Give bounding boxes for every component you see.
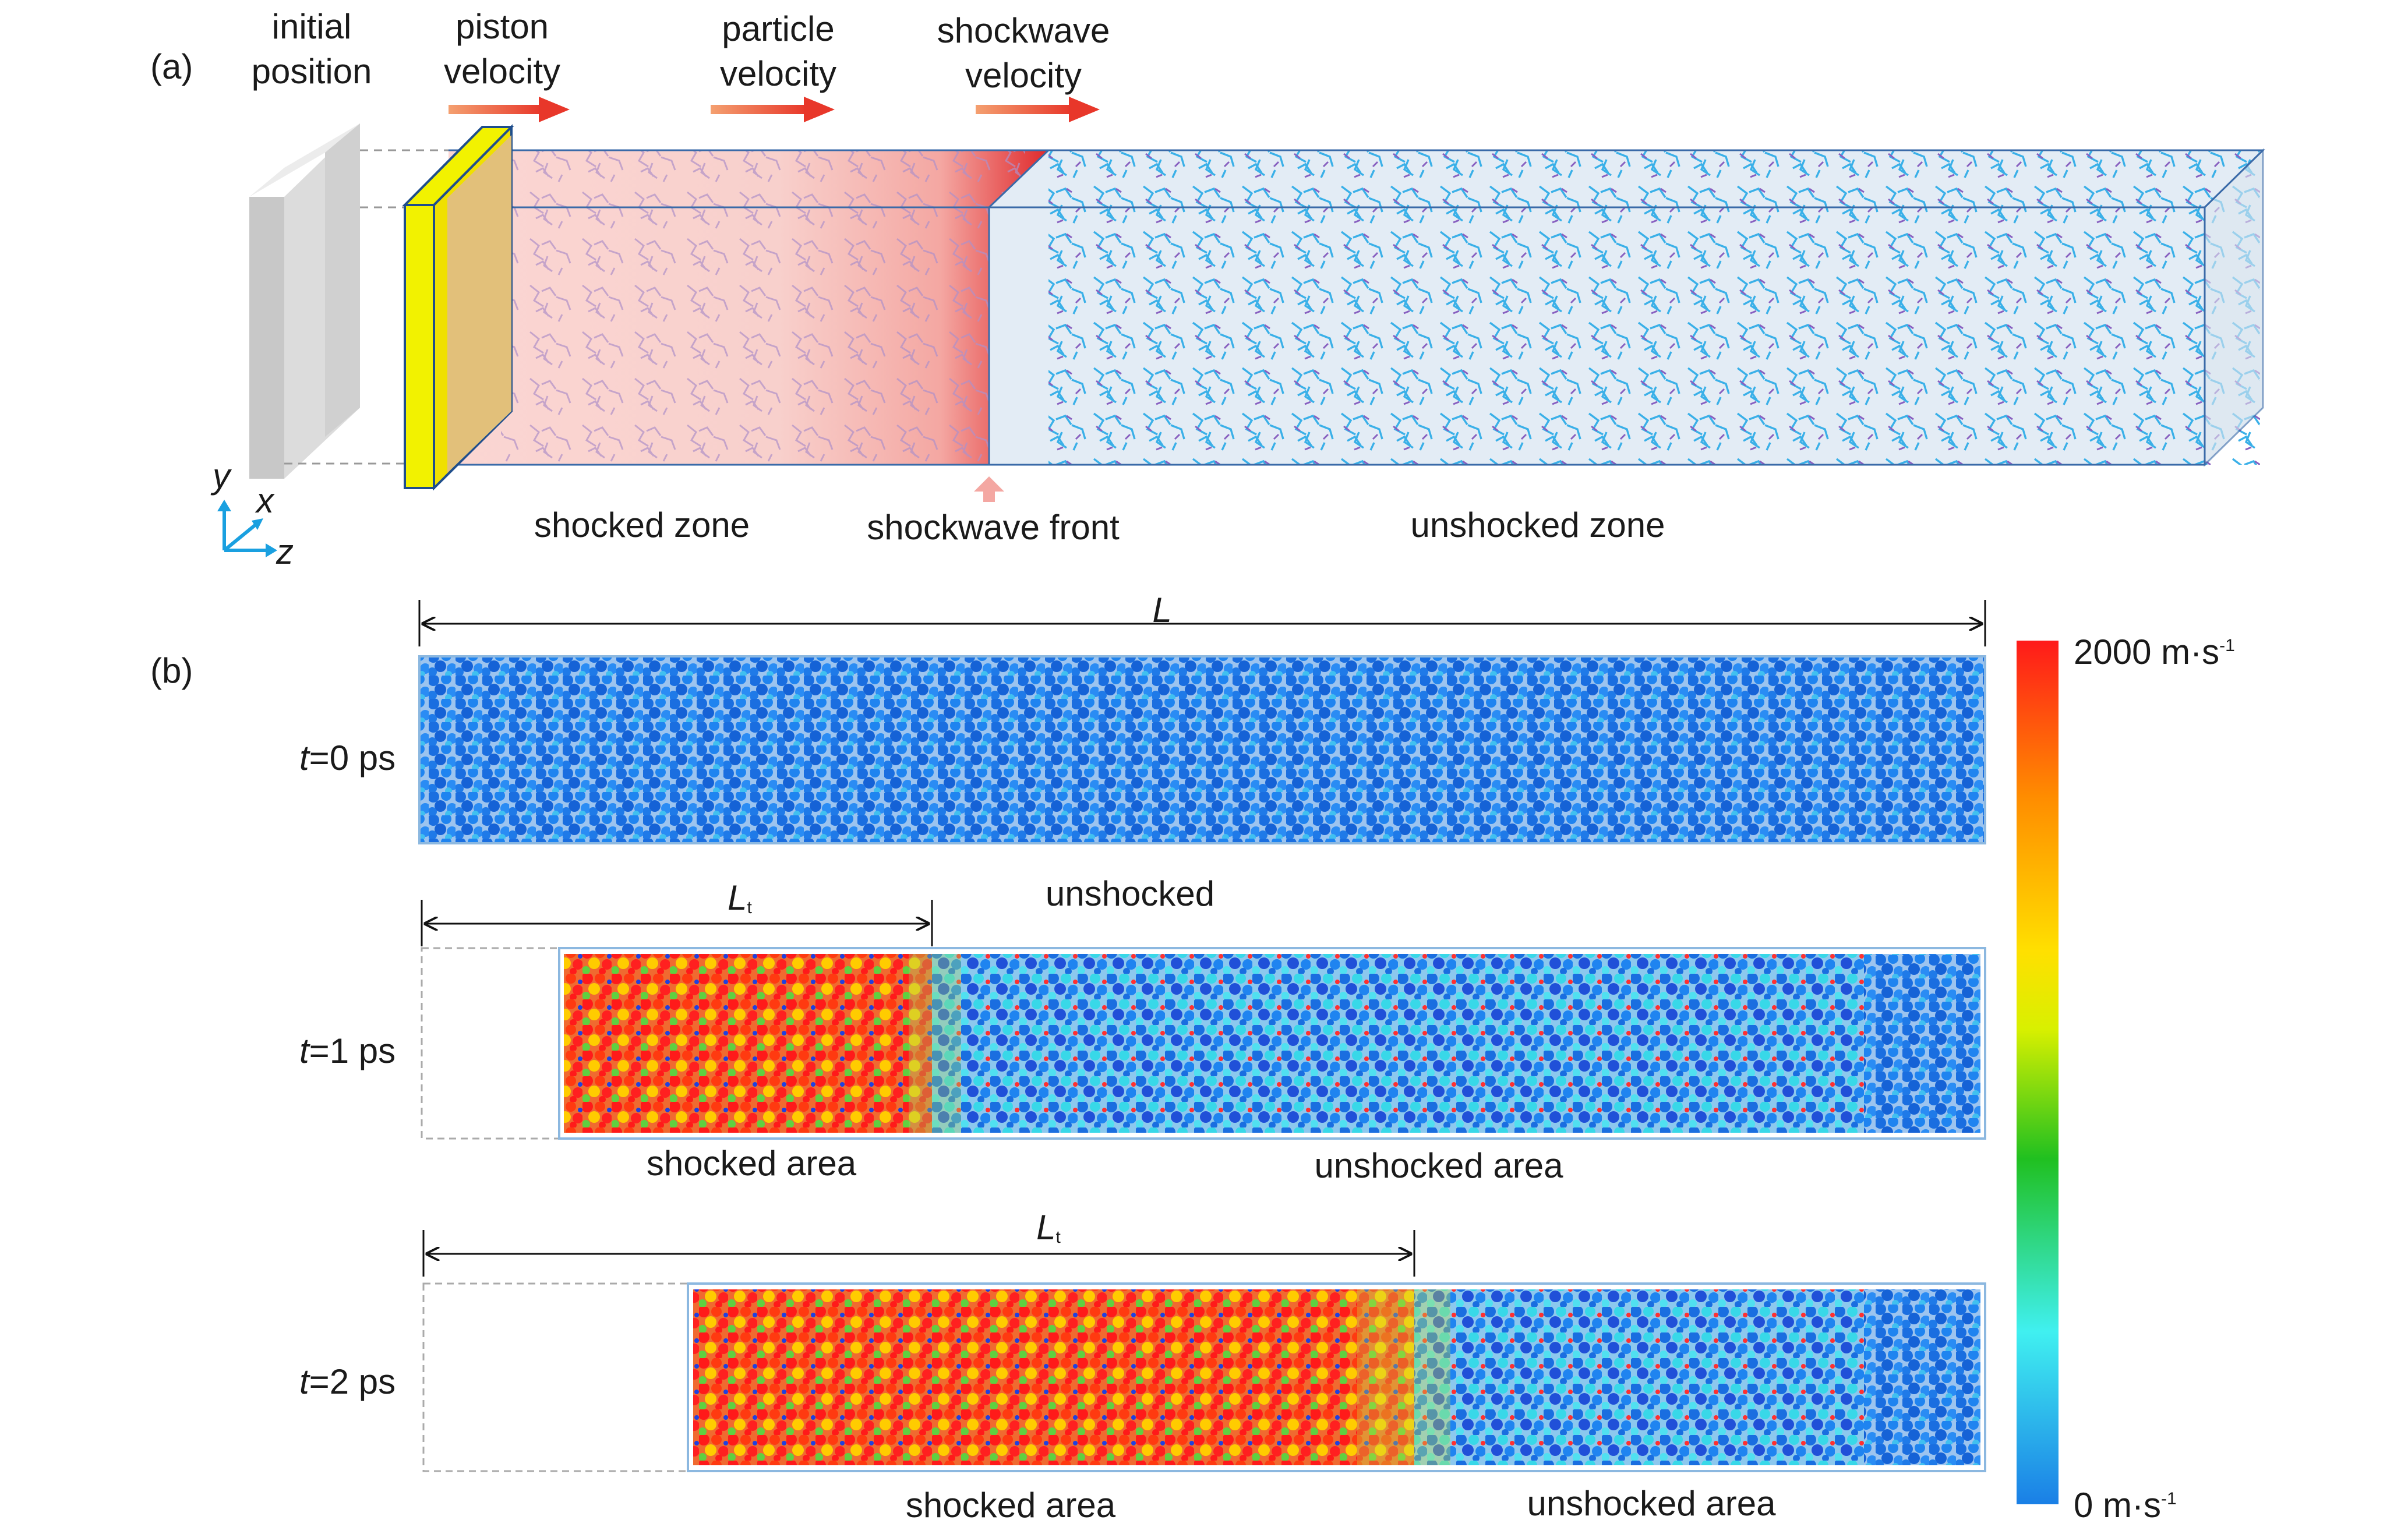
shockwave-velocity-line-1: shockwave <box>937 11 1110 50</box>
length-dimension <box>418 600 1986 646</box>
time-rest-t1: =1 ps <box>309 1031 396 1070</box>
shockwave-velocity-arrow <box>976 97 1100 122</box>
panel-a-diagram <box>217 97 2265 557</box>
unshocked-area-label-t1: unshocked area <box>1314 1146 1563 1185</box>
time-rest-t0: =0 ps <box>309 738 396 777</box>
lt-label-1: Lt <box>728 881 752 917</box>
initial-position-line-2: position <box>251 51 372 91</box>
shockwave-velocity-line-2: velocity <box>965 55 1082 95</box>
lt-label-1-main: L <box>728 878 747 917</box>
strip-t1 <box>421 947 1986 1140</box>
piston-velocity-line-1: piston <box>455 7 549 46</box>
colorbar-min-exp: -1 <box>2161 1489 2177 1508</box>
lt-label-2-sub: t <box>1055 1228 1061 1247</box>
lt-dimension-2 <box>422 1230 1415 1277</box>
particle-velocity-label: particle velocity <box>720 7 836 97</box>
time-var-t1: t <box>299 1031 309 1070</box>
colorbar-min-label: 0 m·s-1 <box>2074 1488 2177 1523</box>
piston-velocity-line-2: velocity <box>443 51 561 91</box>
initial-position-plate <box>249 123 360 479</box>
colorbar-min-text: 0 m·s <box>2074 1486 2161 1525</box>
time-label-t1: t=1 ps <box>299 1034 396 1069</box>
initial-position-line-1: initial <box>271 7 352 46</box>
shockwave-front-arrow <box>974 476 1004 502</box>
time-rest-t2: =2 ps <box>309 1362 396 1401</box>
unshocked-zone-box <box>987 148 2265 467</box>
colorbar-max-text: 2000 m·s <box>2074 632 2220 671</box>
lt-label-2: Lt <box>1036 1210 1061 1246</box>
colorbar <box>2017 641 2059 1504</box>
colorbar-max-label: 2000 m·s-1 <box>2074 635 2235 670</box>
piston-plate <box>402 124 514 491</box>
time-var-t2: t <box>299 1362 309 1401</box>
piston-velocity-label: piston velocity <box>444 5 560 94</box>
particle-velocity-line-1: particle <box>722 9 835 48</box>
lt-dimension-1 <box>421 900 933 946</box>
shocked-zone-label: shocked zone <box>534 506 750 545</box>
initial-position-label: initial position <box>252 5 372 94</box>
shocked-area-label-t1: shocked area <box>646 1144 857 1183</box>
panel-a-label: (a) <box>150 47 193 86</box>
length-label: L <box>1152 591 1172 630</box>
lt-label-2-main: L <box>1036 1208 1056 1247</box>
piston-velocity-arrow <box>449 97 570 122</box>
lt-label-1-sub: t <box>747 898 752 917</box>
unshocked-label: unshocked <box>1045 874 1215 913</box>
particle-velocity-arrow <box>711 97 835 122</box>
axis-y-label: y <box>213 457 230 496</box>
unshocked-area-label-t2: unshocked area <box>1527 1484 1776 1523</box>
strip-t2 <box>422 1282 1986 1472</box>
time-label-t0: t=0 ps <box>299 741 396 776</box>
panel-b-label: (b) <box>150 651 193 690</box>
particle-velocity-line-2: velocity <box>719 54 837 93</box>
shocked-area-label-t2: shocked area <box>905 1486 1116 1525</box>
axis-z-label: z <box>276 532 294 571</box>
time-label-t2: t=2 ps <box>299 1365 396 1399</box>
axes-icon <box>217 500 277 557</box>
unshocked-zone-label: unshocked zone <box>1410 506 1665 545</box>
colorbar-max-exp: -1 <box>2219 636 2235 655</box>
time-var-t0: t <box>299 738 309 777</box>
strip-t0 <box>418 655 1986 844</box>
shockwave-front-label: shockwave front <box>867 508 1120 547</box>
axis-x-label: x <box>256 481 274 520</box>
shockwave-velocity-label: shockwave velocity <box>937 9 1110 98</box>
shocked-zone-box <box>449 149 1048 466</box>
